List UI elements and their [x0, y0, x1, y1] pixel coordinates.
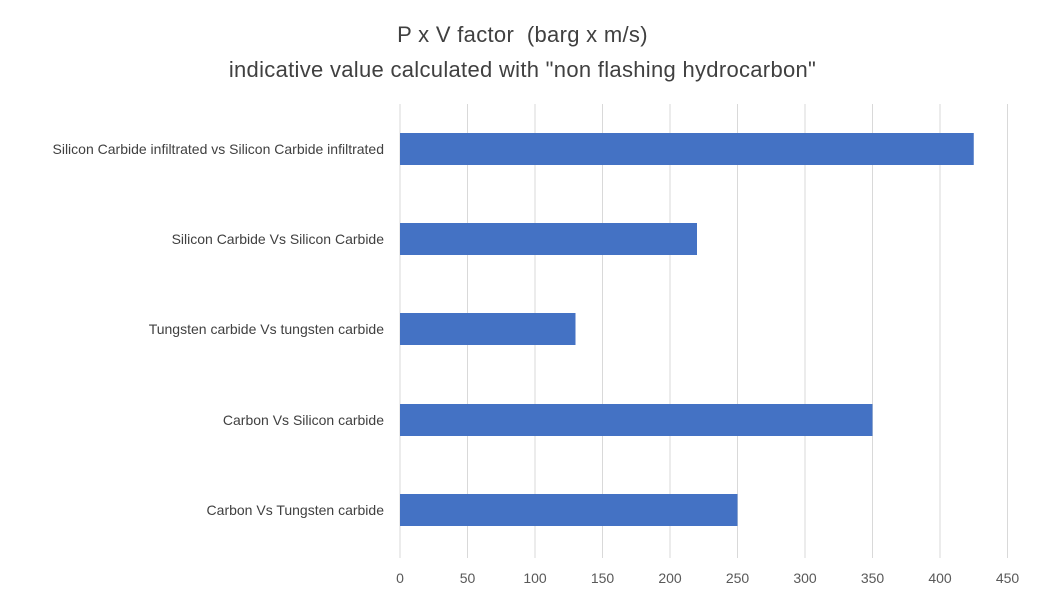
bar	[400, 494, 738, 526]
x-tick-label: 350	[861, 570, 885, 586]
x-tick-label: 450	[996, 570, 1020, 586]
x-tick-label: 400	[928, 570, 952, 586]
x-tick-label: 100	[523, 570, 547, 586]
bar	[400, 133, 974, 165]
bar	[400, 313, 576, 345]
chart-title: P x V factor (barg x m/s)	[397, 22, 648, 47]
x-tick-label: 200	[658, 570, 682, 586]
x-tick-label: 300	[793, 570, 817, 586]
category-label: Silicon Carbide Vs Silicon Carbide	[172, 231, 385, 247]
category-label: Tungsten carbide Vs tungsten carbide	[149, 321, 385, 337]
x-tick-label: 150	[591, 570, 615, 586]
category-label: Carbon Vs Tungsten carbide	[207, 502, 385, 518]
category-label: Silicon Carbide infiltrated vs Silicon C…	[53, 141, 385, 157]
x-tick-label: 0	[396, 570, 404, 586]
chart-subtitle: indicative value calculated with "non fl…	[228, 57, 817, 82]
category-label: Carbon Vs Silicon carbide	[223, 412, 384, 428]
x-tick-label: 250	[726, 570, 750, 586]
bar	[400, 404, 873, 436]
bar	[400, 223, 697, 255]
x-tick-label: 50	[460, 570, 476, 586]
